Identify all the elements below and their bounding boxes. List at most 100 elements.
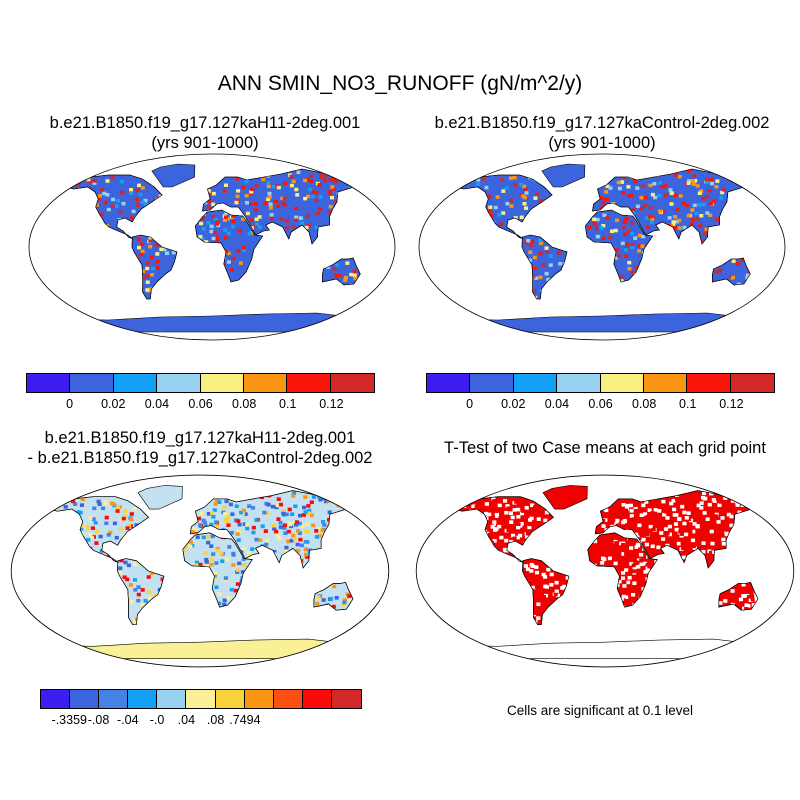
field-cell [722,509,728,514]
field-cell [235,497,240,502]
field-cell [771,226,775,230]
field-cell [249,191,254,196]
field-cell [188,574,193,578]
field-cell [328,533,333,538]
field-cell [461,202,466,207]
field-cell [601,577,606,582]
field-cell [708,526,713,531]
field-cell [613,582,618,587]
field-cell [333,522,338,527]
field-cell [747,543,752,548]
field-cell [719,196,724,200]
field-cell [719,500,724,504]
field-cell [522,184,527,189]
field-cell [198,266,203,271]
field-cell [770,221,774,225]
panel-title-case2: b.e21.B1850.f19_g17.127kaControl-2deg.00… [412,113,792,153]
field-cell [593,590,598,595]
field-cell [518,232,523,237]
field-cell [533,536,538,541]
field-cell [650,217,655,222]
field-cell [87,179,92,184]
field-cell [73,210,78,214]
field-cell [648,278,653,282]
field-cell [544,502,549,506]
field-cell [127,546,132,551]
field-cell [546,615,551,620]
cbar3-swatch [331,690,362,708]
field-cell [759,594,763,598]
field-cell [758,208,760,212]
field-cell [341,518,347,522]
field-cell [754,189,759,194]
field-cell [656,545,661,550]
field-cell [150,571,155,576]
field-cell [547,624,552,625]
field-cell [504,538,509,543]
field-cell [781,558,785,562]
field-cell [341,243,346,244]
field-cell [267,560,272,564]
field-cell [708,202,713,206]
field-cell [625,503,630,508]
field-cell [565,571,569,576]
field-cell [91,224,96,228]
field-cell [148,239,153,243]
field-cell [327,555,332,559]
field-cell [260,524,265,529]
field-cell [174,270,177,275]
field-cell [293,504,298,509]
field-cell [629,562,634,566]
field-cell [696,503,701,508]
field-cell [763,514,768,519]
field-cell [355,203,360,207]
field-cell [123,514,128,519]
field-cell [716,520,721,524]
field-cell [501,211,506,215]
field-cell [461,208,466,212]
continent-greenland [542,485,588,510]
field-cell [195,497,200,502]
field-cell [622,557,628,562]
field-cell [781,558,785,562]
field-cell [557,613,562,618]
field-cell [200,237,205,241]
field-cell [542,526,547,530]
field-cell [342,242,347,244]
field-cell [296,170,301,174]
field-cell [533,212,538,217]
field-cell [498,500,503,504]
field-cell [789,566,793,570]
field-cell [150,567,155,572]
field-cell [643,598,648,602]
field-cell [129,599,135,604]
field-cell [374,243,378,247]
field-cell [619,508,624,512]
field-cell [745,529,750,533]
field-cell [303,196,308,201]
field-cell [648,214,652,219]
continent-south-america [521,234,568,300]
field-cell [613,505,618,510]
field-cell [621,191,625,195]
field-cell [278,236,283,240]
field-cell [121,516,126,521]
field-cell [166,240,171,245]
field-cell [161,592,164,597]
field-cell [205,563,210,567]
field-cell [455,197,460,201]
field-cell [649,249,653,253]
field-cell [621,552,626,556]
field-cell [681,500,686,504]
field-cell [139,252,144,257]
field-cell [715,500,720,505]
field-cell [673,236,678,241]
field-cell [323,583,329,588]
field-cell [458,215,463,219]
field-cell [359,223,364,227]
field-cell [750,208,754,212]
field-cell [246,550,251,555]
field-cell [362,186,367,191]
field-cell [485,224,490,228]
field-cell [194,493,199,497]
